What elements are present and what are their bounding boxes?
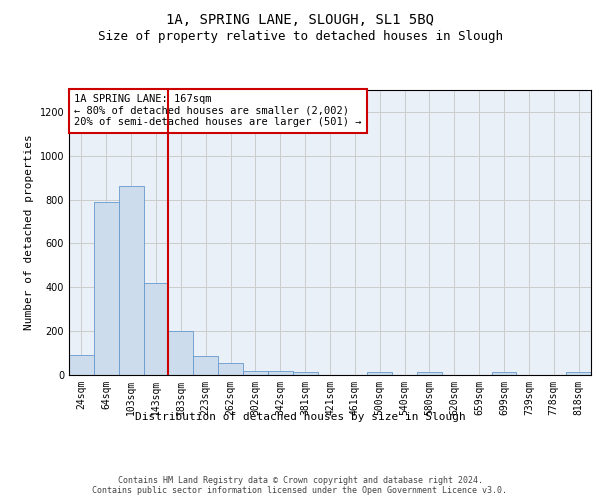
Bar [417,372,442,375]
Text: Size of property relative to detached houses in Slough: Size of property relative to detached ho… [97,30,503,43]
Y-axis label: Number of detached properties: Number of detached properties [24,134,34,330]
Bar [268,370,293,375]
Text: 1A, SPRING LANE, SLOUGH, SL1 5BQ: 1A, SPRING LANE, SLOUGH, SL1 5BQ [166,12,434,26]
Bar [193,356,218,375]
Bar [169,331,193,375]
Bar [491,372,517,375]
Bar [243,370,268,375]
Bar [94,202,119,375]
Bar [143,283,169,375]
Bar [69,356,94,375]
Text: Distribution of detached houses by size in Slough: Distribution of detached houses by size … [134,412,466,422]
Bar [218,363,243,375]
Text: 1A SPRING LANE: 167sqm
← 80% of detached houses are smaller (2,002)
20% of semi-: 1A SPRING LANE: 167sqm ← 80% of detached… [74,94,362,128]
Bar [566,372,591,375]
Bar [293,372,317,375]
Text: Contains HM Land Registry data © Crown copyright and database right 2024.
Contai: Contains HM Land Registry data © Crown c… [92,476,508,495]
Bar [119,186,143,375]
Bar [367,372,392,375]
